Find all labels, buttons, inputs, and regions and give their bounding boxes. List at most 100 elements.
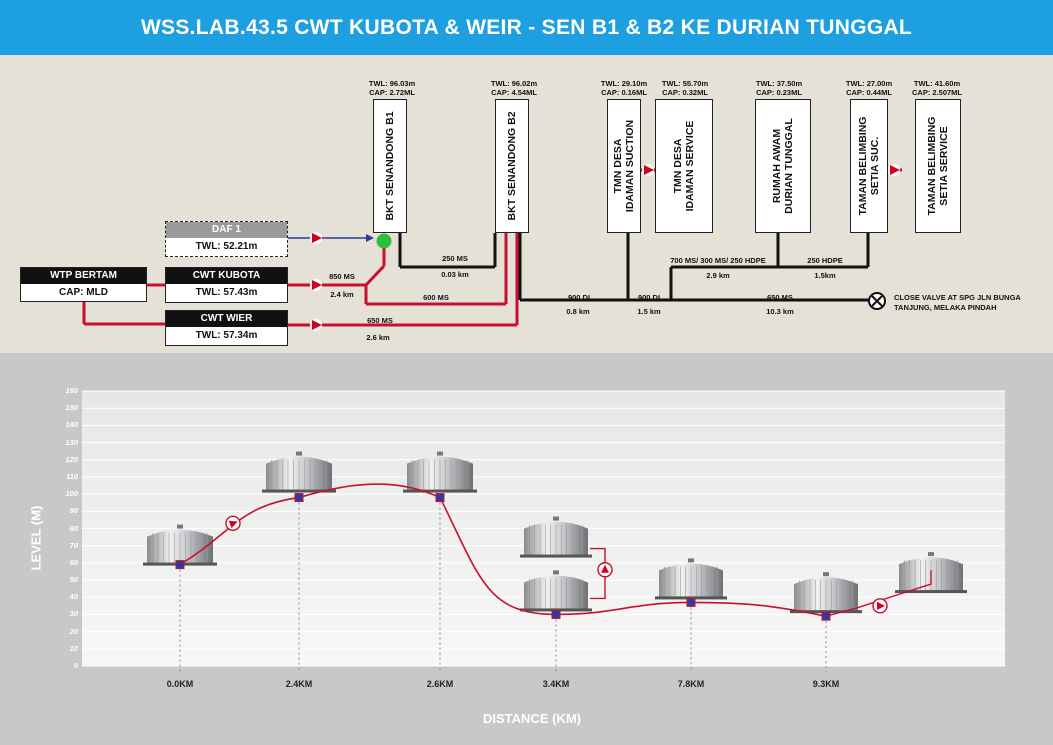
pump-icons [310, 164, 900, 331]
y-tick-label: 60 [69, 557, 78, 567]
daf-box: DAF 1 TWL: 52.21m [165, 221, 288, 257]
tank-belimbing-svc-box: TAMAN BELIMBING SETIA SERVICE [915, 99, 961, 233]
tank-service-cap: CAP: 0.32ML [662, 88, 708, 97]
tank-service-box: TMN DESA IDAMAN SERVICE [655, 99, 713, 233]
tank-suction-level: TWL: 29.10m CAP: 0.16ML [601, 79, 647, 97]
marker-lines [179, 497, 827, 672]
y-tick-label: 0 [73, 661, 78, 670]
pump-icon [597, 562, 613, 578]
profile-curve [179, 483, 932, 617]
profile-point [821, 611, 831, 621]
tank-belimbing-svc-cap: CAP: 2.507ML [911, 88, 963, 97]
x-tick-label: 2.6KM [426, 679, 454, 689]
x-tick-label: 2.4KM [285, 679, 313, 689]
tank-icon [655, 558, 727, 600]
pipe-650b-len: 10.3 km [766, 307, 794, 316]
y-tick-label: 50 [69, 575, 78, 585]
tank-belimbing-suc-name: TAMAN BELIMBING SETIA SUC. [857, 116, 881, 216]
tank-b2-box: BKT SENANDONG B2 [495, 99, 529, 233]
tank-icon [262, 451, 336, 493]
tank-rumah-level: TWL: 37.50m CAP: 0.23ML [756, 79, 802, 97]
daf-name: DAF 1 [166, 222, 287, 238]
tank-rumah-cap: CAP: 0.23ML [756, 88, 802, 97]
kubota-name: CWT KUBOTA [166, 268, 287, 284]
pipe-650a-spec: 650 MS [367, 316, 393, 325]
tank-service-twl: TWL: 55.70m [661, 79, 709, 88]
y-tick-label: 110 [66, 471, 78, 481]
profile-point [175, 560, 185, 570]
y-tick-label: 10 [69, 643, 78, 653]
y-tick-label: 20 [69, 626, 78, 636]
pipe-650a-len: 2.6 km [366, 333, 390, 342]
kubota-twl: TWL: 57.43m [195, 287, 258, 298]
close-valve-icon [868, 292, 886, 310]
tank-belimbing-suc-twl: TWL: 27.00m [845, 79, 893, 88]
profile-points [175, 493, 831, 621]
page-title: WSS.LAB.43.5 CWT KUBOTA & WEIR - SEN B1 … [0, 0, 1053, 55]
y-tick-label: 120 [65, 454, 78, 464]
y-tick-label: 160 [65, 386, 78, 395]
cwt-wier-box: CWT WIER TWL: 57.34m [165, 310, 288, 346]
pipe-network [82, 164, 902, 331]
tank-belimbing-suc-level: TWL: 27.00m CAP: 0.44ML [846, 79, 892, 97]
tank-belimbing-svc-twl: TWL: 41.60m [913, 79, 961, 88]
tank-rumah-twl: TWL: 37.50m [755, 79, 803, 88]
y-tick-label: 140 [65, 420, 78, 430]
tank-b1-name: BKT SENANDONG B1 [384, 111, 396, 221]
pipe-900b-len: 1.5 km [637, 307, 661, 316]
x-axis-label: DISTANCE (KM) [483, 711, 581, 726]
profile-point [294, 493, 304, 503]
tank-service-level: TWL: 55.70m CAP: 0.32ML [662, 79, 708, 97]
x-tick-label: 0.0KM [166, 679, 194, 689]
wtp-cap: CAP: MLD [59, 287, 108, 298]
profile-point [435, 493, 445, 503]
tank-b2-cap: CAP: 4.54ML [491, 88, 537, 97]
wtp-name: WTP BERTAM [21, 268, 146, 284]
y-tick-label: 70 [69, 540, 78, 550]
pipe-900b-spec: 900 DI [637, 293, 661, 302]
pipe-600-spec: 600 MS [423, 293, 449, 302]
tank-b1-cap: CAP: 2.72ML [369, 88, 415, 97]
tank-rumah-name: RUMAH AWAM DURIAN TUNGGAL [771, 118, 795, 214]
y-tick-label: 40 [69, 592, 78, 602]
tank-rumah-box: RUMAH AWAM DURIAN TUNGGAL [755, 99, 811, 233]
junction-node [376, 233, 392, 249]
tank-suction-cap: CAP: 0.16ML [601, 88, 647, 97]
x-tick-label: 9.3KM [812, 679, 840, 689]
network-schematic: WTP BERTAM CAP: MLD DAF 1 TWL: 52.21m CW… [0, 55, 1053, 353]
y-tick-label: 150 [65, 403, 78, 413]
pipe-900a-len: 0.8 km [566, 307, 590, 316]
tank-service-name: TMN DESA IDAMAN SERVICE [672, 120, 696, 212]
y-tick-label: 130 [65, 437, 78, 447]
tank-suction-box: TMN DESA IDAMAN SUCTION [607, 99, 641, 233]
pipe-250a-spec: 250 MS [442, 254, 468, 263]
wier-twl: TWL: 57.34m [195, 330, 258, 341]
tank-belimbing-svc-name: TAMAN BELIMBING SETIA SERVICE [926, 116, 950, 216]
x-tick-label: 7.8KM [677, 679, 705, 689]
pipe-850-len: 2.4 km [330, 290, 354, 299]
tank-belimbing-suc-cap: CAP: 0.44ML [846, 88, 892, 97]
cwt-kubota-box: CWT KUBOTA TWL: 57.43m [165, 267, 288, 303]
pipe-650b-spec: 650 MS [767, 293, 793, 302]
y-tick-label: 100 [65, 489, 78, 499]
profile-point [686, 597, 696, 607]
tank-b2-name: BKT SENANDONG B2 [506, 111, 518, 221]
tank-b1-box: BKT SENANDONG B1 [373, 99, 407, 233]
profile-point [551, 609, 561, 619]
pump-icon [225, 515, 241, 532]
tank-suction-twl: TWL: 29.10m [600, 79, 648, 88]
x-tick-label: 3.4KM [542, 679, 570, 689]
wtp-bertam-box: WTP BERTAM CAP: MLD [20, 267, 147, 302]
pipe-850-spec: 850 MS [329, 272, 355, 281]
pipe-850-diag [364, 264, 386, 287]
pipe-250b-spec: 250 HDPE [807, 256, 843, 265]
tank-icon [520, 516, 592, 558]
pump-icon [872, 598, 888, 614]
y-tick-label: 80 [69, 523, 78, 533]
profile-chart [82, 390, 1005, 672]
wier-name: CWT WIER [166, 311, 287, 327]
tank-belimbing-svc-level: TWL: 41.60m CAP: 2.507ML [912, 79, 962, 97]
tank-b2-twl: TWL: 96.02m [490, 79, 538, 88]
tank-b1-level: TWL: 96.03m CAP: 2.72ML [369, 79, 415, 97]
pipe-250b-len: 1.5km [814, 271, 836, 280]
